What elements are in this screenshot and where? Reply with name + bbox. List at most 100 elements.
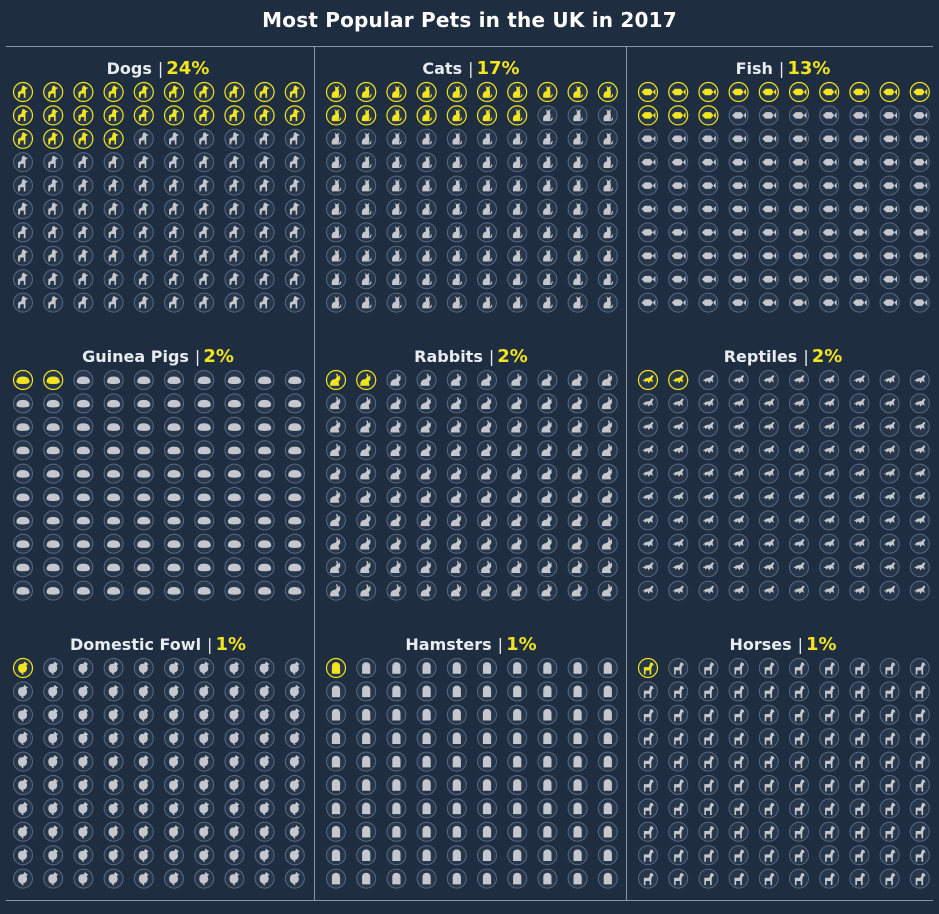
waffle-unit-empty [638,440,658,461]
waffle-unit-empty [477,222,497,243]
panel-title-separator: | [468,59,474,78]
waffle-unit-empty [909,463,930,484]
rabbit-icon [481,373,492,386]
waffle-unit-empty [133,416,154,437]
waffle-grid [637,657,930,889]
guinea-pig-icon [227,516,241,525]
cat-icon [573,85,583,98]
reptile-icon [793,585,805,594]
waffle-unit-empty [909,269,930,290]
cat-icon [361,108,372,122]
waffle-unit-empty [849,152,870,173]
waffle-unit-empty [194,370,215,390]
waffle-unit-empty [567,245,588,266]
dog-icon [48,85,59,98]
horse-icon [855,779,866,792]
dog-icon [229,132,240,145]
waffle-unit-filled [12,369,34,391]
waffle-unit-empty [446,269,467,290]
fish-icon [852,182,867,189]
waffle-unit-empty [386,510,407,531]
hamster-icon [543,685,552,698]
rabbit-icon [360,560,371,573]
waffle-grid [325,369,618,601]
fish-icon [852,205,867,213]
waffle-unit-empty [164,292,184,313]
guinea-pig-icon [46,587,60,595]
waffle-unit-empty [668,510,689,531]
waffle-unit-empty [164,440,184,461]
cat-icon [452,108,463,122]
guinea-pig-icon [76,423,90,431]
waffle-unit-empty [164,775,184,795]
reptile-icon [793,375,805,384]
dog-icon [78,249,89,262]
dog-icon [108,179,119,192]
waffle-unit-empty [477,463,497,484]
waffle-unit-empty [849,658,870,678]
waffle-unit-filled [43,105,64,126]
waffle-unit-empty [638,152,658,173]
waffle-unit-empty [638,393,658,414]
waffle-unit-empty [789,487,809,507]
chicken-icon [199,801,210,815]
waffle-unit-empty [254,152,275,173]
dog-icon [229,202,240,215]
waffle-unit-empty [909,557,930,578]
waffle-unit-empty [133,199,154,219]
guinea-pig-icon [76,399,90,408]
cat-icon [422,202,432,215]
waffle-unit-empty [356,533,377,554]
cat-icon [392,296,402,309]
chicken-icon [138,684,149,698]
cat-icon [331,249,342,262]
chicken-icon [259,848,270,862]
waffle-unit-empty [819,775,840,795]
waffle-unit-empty [789,370,809,390]
waffle-grid [12,81,305,313]
waffle-unit-empty [567,370,588,390]
cat-icon [482,202,493,215]
waffle-unit-empty [103,658,124,678]
rabbit-icon [330,467,341,480]
waffle-unit-empty [73,728,94,749]
waffle-unit-filled [254,81,275,103]
horse-icon [704,709,715,722]
dog-icon [259,296,270,309]
fish-icon [852,158,867,166]
waffle-unit-empty [789,704,809,725]
waffle-unit-empty [194,681,215,702]
waffle-unit-empty [477,751,497,772]
chicken-icon [18,708,28,722]
waffle-unit-empty [507,868,528,889]
waffle-unit-empty [507,658,528,678]
hamster-icon [422,802,431,815]
waffle-unit-filled [103,105,124,126]
waffle-unit-empty [758,533,779,554]
hamster-icon [362,779,371,791]
waffle-unit-empty [326,845,346,866]
waffle-unit-empty [879,128,900,149]
waffle-unit-empty [13,533,33,554]
horse-icon [825,709,835,722]
cat-icon [543,272,553,285]
rabbit-icon [511,396,522,410]
waffle-unit-empty [356,222,377,243]
waffle-unit-empty [224,440,245,461]
waffle-unit-empty [537,416,558,437]
waffle-unit-empty [879,292,900,313]
rabbit-icon [420,373,431,386]
waffle-unit-empty [849,868,870,889]
waffle-unit-empty [386,292,407,313]
waffle-unit-empty [133,393,154,414]
waffle-unit-empty [73,152,94,173]
cat-icon [331,202,342,215]
rabbit-icon [511,537,522,550]
reptile-icon [702,562,715,571]
waffle-unit-empty [477,292,497,313]
waffle-unit-empty [477,269,497,290]
guinea-pig-icon [227,376,241,385]
waffle-unit-empty [849,175,870,196]
hamster-icon [543,662,552,674]
waffle-unit-empty [224,845,245,866]
